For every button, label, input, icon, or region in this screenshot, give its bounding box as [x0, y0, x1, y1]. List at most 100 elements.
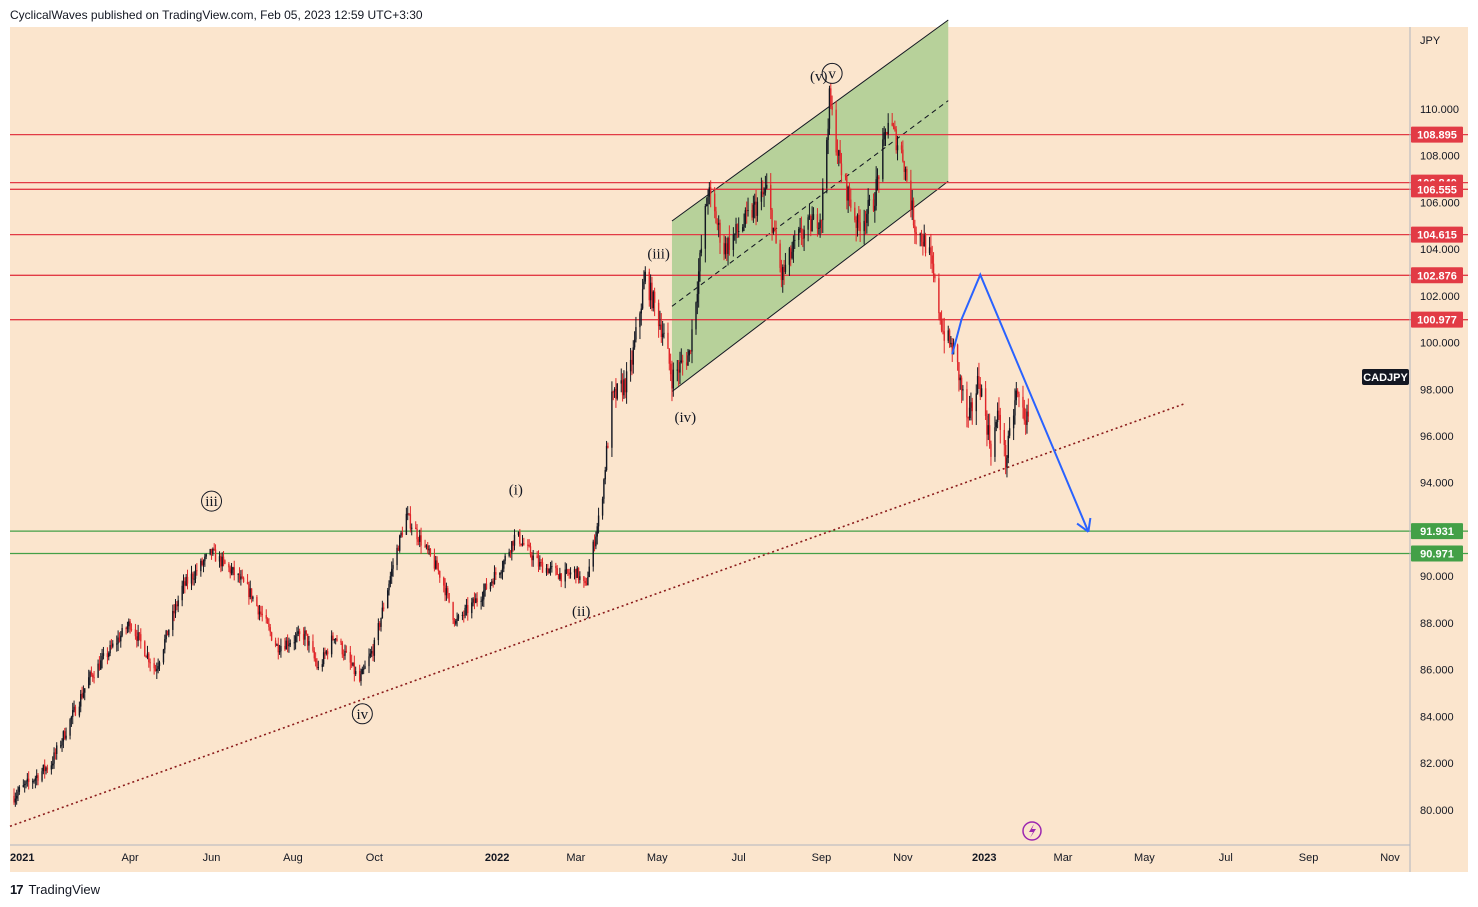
candle-body: [46, 767, 49, 770]
candle-body: [966, 389, 968, 418]
candle-body: [302, 634, 305, 640]
candle-body: [549, 566, 552, 570]
candle-body: [924, 235, 927, 254]
candle-body: [723, 242, 725, 255]
candle-body: [697, 271, 700, 294]
resistance-level-badge: [1411, 181, 1463, 198]
candle-body: [819, 219, 821, 228]
candle-body: [576, 567, 578, 578]
price-axis-background[interactable]: [1410, 27, 1468, 872]
candle-body: [221, 556, 223, 567]
candle-body: [528, 544, 530, 547]
candle-body: [445, 588, 448, 596]
candle-body: [679, 362, 681, 373]
candle-body: [121, 627, 123, 636]
rising-trendline[interactable]: [9, 402, 1187, 828]
horizontal-levels[interactable]: [10, 133, 1468, 555]
candlestick-series: [13, 82, 1030, 807]
candle-body: [184, 581, 186, 586]
candle-body: [900, 145, 903, 150]
resistance-level-badge: [1411, 126, 1463, 143]
candle-body: [144, 641, 146, 657]
tradingview-logo[interactable]: 17 TradingView: [10, 880, 100, 898]
candle-body: [362, 668, 365, 670]
candle-body: [373, 640, 376, 656]
candle-body: [427, 545, 429, 551]
candle-body: [962, 389, 964, 391]
candle-body: [605, 445, 608, 471]
candle-body: [297, 631, 299, 634]
candle-body: [625, 371, 628, 393]
candle-body: [350, 662, 353, 666]
candle-body: [676, 369, 679, 371]
candle-body: [210, 548, 213, 555]
candle-body: [735, 224, 737, 234]
candle-body: [959, 377, 961, 381]
candle-body: [256, 596, 258, 606]
regression-channel[interactable]: [671, 19, 949, 392]
candle-body: [288, 644, 290, 647]
candle-body: [286, 640, 289, 647]
candle-body: [18, 787, 21, 792]
candle-body: [685, 362, 688, 366]
candle-body: [671, 374, 673, 389]
candle-body: [340, 640, 342, 643]
candle-body: [736, 224, 739, 232]
candle-body: [205, 554, 207, 557]
candle-body: [987, 425, 989, 435]
candle-body: [548, 569, 550, 574]
candle-body: [978, 376, 980, 384]
time-tick-label: Sep: [1299, 852, 1319, 864]
candle-body: [601, 498, 604, 516]
candle-body: [588, 566, 590, 578]
wave-label: (ii): [572, 604, 590, 620]
candle-body: [209, 548, 211, 555]
candle-body: [856, 214, 859, 228]
candle-body: [284, 645, 286, 650]
candle-body: [419, 535, 421, 542]
candle-body: [321, 664, 324, 668]
level-price-badges: 108.895106.840106.555104.615102.876100.9…: [1411, 126, 1463, 562]
candle-body: [920, 233, 923, 242]
candle-body: [724, 243, 727, 255]
candle-body: [84, 688, 86, 693]
candle-body: [652, 291, 654, 309]
candle-body: [661, 333, 664, 337]
candle-body: [349, 651, 352, 663]
candle-body: [545, 568, 548, 573]
candle-body: [747, 210, 749, 212]
candle-body: [370, 651, 373, 654]
candle-body: [867, 200, 869, 214]
candle-body: [153, 663, 155, 669]
candle-body: [573, 569, 576, 573]
candle-body: [456, 618, 458, 621]
projection-arrow[interactable]: [951, 272, 1092, 533]
candle-body: [584, 581, 586, 584]
candle-body: [883, 132, 885, 140]
candle-body: [854, 207, 856, 221]
candle-body: [344, 651, 346, 656]
candle-body: [624, 379, 626, 393]
candle-body: [280, 645, 282, 652]
candle-body: [240, 576, 242, 580]
candle-body: [999, 414, 1001, 430]
candle-body: [816, 214, 819, 229]
candle-body: [523, 542, 525, 545]
wave-label: (v): [810, 69, 828, 85]
price-tick-label: 80.000: [1420, 805, 1454, 817]
candle-body: [551, 566, 553, 568]
candle-body: [467, 604, 469, 614]
candle-body: [173, 610, 175, 614]
wave-label-circle: [821, 62, 843, 84]
candle-body: [746, 210, 748, 212]
candle-body: [611, 391, 613, 448]
candle-body: [604, 470, 606, 480]
candle-body: [397, 547, 400, 551]
candle-body: [294, 636, 297, 643]
candle-body: [165, 630, 167, 640]
alert-icon[interactable]: [1022, 821, 1042, 841]
candle-body: [752, 204, 755, 218]
candle-body: [13, 795, 15, 803]
candle-body: [444, 585, 446, 596]
